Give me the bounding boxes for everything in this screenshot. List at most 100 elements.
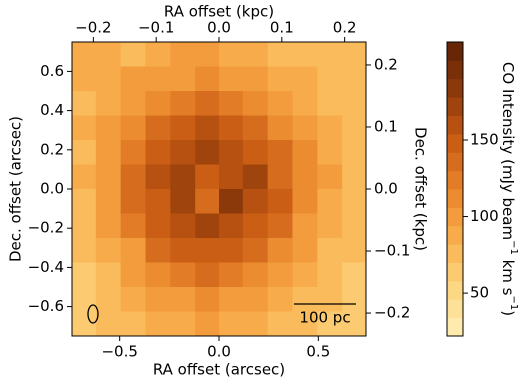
y-tick-label: 0.2 — [40, 140, 64, 158]
map-cell — [342, 91, 367, 116]
map-cell — [72, 115, 97, 141]
map-cell — [317, 189, 343, 214]
colorbar-band — [447, 262, 463, 282]
map-cell — [195, 213, 220, 239]
map-cell — [145, 115, 171, 141]
map-cell — [95, 311, 122, 337]
map-cell — [170, 115, 196, 141]
map-cell — [145, 189, 171, 214]
y2-tick-label: 0.0 — [374, 180, 398, 198]
map-cell — [317, 311, 343, 337]
map-cell — [292, 140, 318, 165]
map-cell — [170, 140, 196, 165]
x2-tick-label: 0.0 — [207, 19, 231, 37]
map-cell — [342, 42, 367, 67]
x2-axis-label: RA offset (kpc) — [164, 3, 274, 21]
map-cell — [95, 42, 122, 67]
map-cell — [170, 164, 196, 190]
map-cell — [242, 311, 269, 337]
map-cell — [72, 238, 97, 263]
x-tick-label: −0.5 — [101, 343, 137, 361]
scale-bar-label: 100 pc — [299, 309, 350, 327]
map-cell — [219, 140, 244, 165]
map-cell — [120, 311, 146, 337]
y-tick-label: −0.6 — [28, 297, 64, 315]
y-tick-label: −0.4 — [28, 258, 64, 276]
map-cell — [72, 42, 97, 67]
map-cell — [120, 115, 146, 141]
map-cell — [317, 164, 343, 190]
map-cell — [195, 140, 220, 165]
map-cell — [242, 262, 269, 288]
map-cell — [292, 91, 318, 116]
map-cell — [145, 140, 171, 165]
x2-tick-label: −0.2 — [75, 19, 111, 37]
map-cell — [267, 238, 293, 263]
colorbar-band — [447, 207, 463, 227]
y2-tick-label: −0.2 — [374, 304, 410, 322]
map-cell — [242, 91, 269, 116]
x2-tick-label: −0.1 — [138, 19, 174, 37]
x-axis-label: RA offset (arcsec) — [153, 361, 285, 379]
map-cell — [242, 238, 269, 263]
map-cell — [72, 140, 97, 165]
colorbar-band — [447, 280, 463, 300]
map-cell — [267, 311, 293, 337]
map-cell — [342, 287, 367, 312]
colorbar-band — [447, 97, 463, 116]
map-cell — [170, 91, 196, 116]
map-cell — [242, 287, 269, 312]
map-cell — [219, 66, 244, 92]
colorbar-band — [447, 152, 463, 172]
map-cell — [317, 238, 343, 263]
map-cell — [120, 91, 146, 116]
map-cell — [195, 238, 220, 263]
map-cell — [120, 287, 146, 312]
map-cell — [242, 42, 269, 67]
colorbar-label-part: km s — [500, 255, 518, 296]
x2-tick-label: 0.2 — [333, 19, 357, 37]
map-cell — [267, 164, 293, 190]
map-cell — [195, 262, 220, 288]
map-cell — [342, 164, 367, 190]
map-cell — [145, 213, 171, 239]
colorbar-label-part: CO Intensity (mJy beam — [500, 62, 518, 240]
map-cell — [120, 262, 146, 288]
map-cell — [95, 91, 122, 116]
map-cell — [195, 42, 220, 67]
map-cell — [267, 115, 293, 141]
map-cell — [72, 287, 97, 312]
map-cell — [120, 164, 146, 190]
beam — [87, 304, 99, 324]
map-cell — [342, 238, 367, 263]
map-cell — [120, 66, 146, 92]
map-cell — [267, 262, 293, 288]
map-cell — [195, 311, 220, 337]
map-cell — [317, 42, 343, 67]
x-tick-label: 0.5 — [306, 343, 330, 361]
map-cell — [292, 189, 318, 214]
map-cell — [219, 311, 244, 337]
map-cell — [342, 189, 367, 214]
map-cell — [267, 91, 293, 116]
x-tick-label: 0.0 — [207, 343, 231, 361]
map-cell — [317, 287, 343, 312]
colorbar-band — [447, 133, 463, 153]
colorbar — [447, 42, 463, 337]
map-cell — [145, 91, 171, 116]
y-tick-label: 0.4 — [40, 101, 64, 119]
map-cell — [72, 262, 97, 288]
map-cell — [170, 262, 196, 288]
map-cell — [219, 164, 244, 190]
map-cell — [219, 238, 244, 263]
map-cell — [145, 66, 171, 92]
map-cell — [95, 287, 122, 312]
map-cell — [292, 115, 318, 141]
map-cell — [72, 311, 97, 337]
map-cell — [95, 238, 122, 263]
map-cell — [242, 189, 269, 214]
colorbar-band — [447, 299, 463, 319]
map — [72, 42, 367, 337]
map-cell — [242, 140, 269, 165]
